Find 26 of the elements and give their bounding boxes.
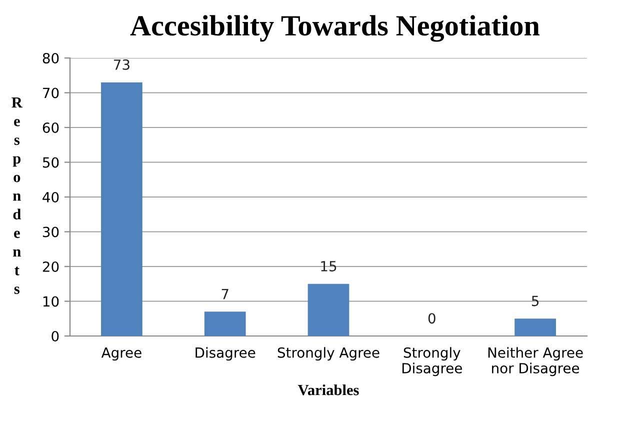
chart-title: Accesibility Towards Negotiation — [130, 15, 540, 42]
y-tick-label: 60 — [42, 122, 59, 133]
y-tick-label: 20 — [42, 261, 59, 272]
x-tick-label: Agree — [101, 348, 142, 361]
data-label: 73 — [114, 59, 130, 70]
bar — [308, 284, 350, 336]
y-tick-label: 80 — [42, 52, 59, 64]
x-tick-label: Strongly Disagree — [402, 347, 462, 376]
x-axis-title: Variables — [298, 384, 359, 396]
bar — [514, 318, 556, 336]
bar — [101, 82, 142, 336]
data-label: 15 — [321, 261, 336, 272]
x-tick-label: Strongly Agree — [278, 347, 380, 361]
data-label: 5 — [532, 296, 539, 306]
bar — [204, 312, 246, 336]
x-tick-label: Neither Agree nor Disagree — [488, 347, 583, 376]
y-tick-label: 50 — [42, 157, 59, 168]
data-label: 7 — [222, 288, 228, 300]
text: Respondents — [12, 98, 23, 294]
y-tick-label: 30 — [42, 226, 59, 238]
y-tick-label: 70 — [43, 88, 59, 98]
y-tick-label: 0 — [52, 330, 59, 342]
data-label: 0 — [428, 313, 436, 324]
y-tick-label: 10 — [43, 296, 59, 307]
x-tick-label: Disagree — [196, 347, 256, 361]
y-tick-label: 40 — [42, 192, 59, 202]
